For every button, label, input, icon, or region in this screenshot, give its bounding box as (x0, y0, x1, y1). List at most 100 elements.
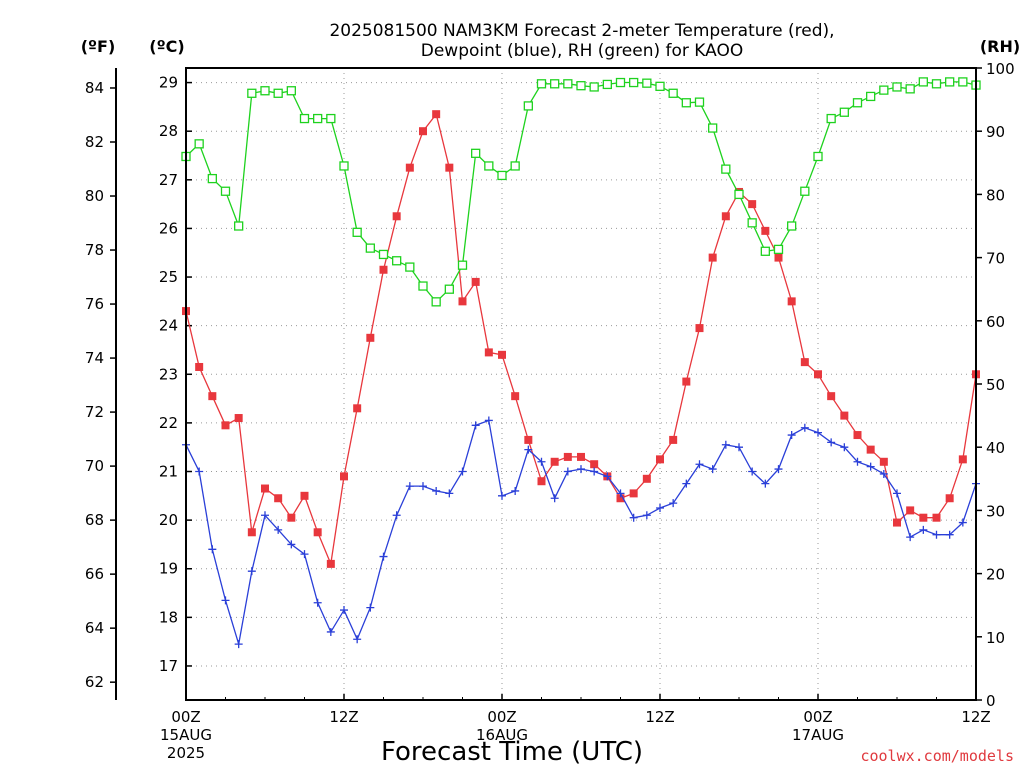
dewpoint-data-point (208, 545, 217, 554)
celsius-tick-label: 19 (159, 560, 178, 578)
dewpoint-data-point (524, 445, 533, 454)
temperature-data-point (511, 392, 520, 401)
rh-data-point (220, 186, 231, 196)
rh-data-point (787, 221, 797, 231)
temperature-data-point (827, 392, 836, 401)
celsius-unit-label: (ºC) (149, 37, 184, 56)
rh-data-point (247, 88, 257, 98)
temperature-data-point (906, 506, 915, 515)
temperature-data-point (405, 163, 414, 172)
x-tick-label: 00Z (803, 708, 832, 726)
fahrenheit-tick-label: 68 (85, 511, 104, 529)
dewpoint-data-point (919, 525, 928, 534)
rh-data-point (905, 84, 915, 94)
dewpoint-data-point (353, 635, 362, 644)
rh-tick-label: 60 (986, 313, 1005, 331)
dewpoint-data-point (340, 606, 348, 615)
dewpoint-data-point (419, 482, 427, 491)
rh-data-point (457, 260, 468, 270)
temperature-data-point (484, 348, 493, 357)
temperature-data-point (708, 253, 717, 262)
temperature-data-point (432, 110, 441, 119)
x-axis-label: Forecast Time (UTC) (381, 737, 643, 767)
celsius-tick-label: 25 (159, 268, 178, 286)
celsius-tick-label: 17 (159, 657, 178, 675)
dewpoint-data-point (748, 467, 757, 476)
dewpoint-data-point (445, 489, 454, 498)
x-tick-label: 15AUG (160, 726, 212, 744)
dewpoint-data-point (537, 457, 546, 466)
temperature-data-point (379, 265, 388, 274)
dewpoint-data-point (234, 640, 243, 649)
temperature-data-point (761, 226, 770, 235)
rh-data-point (273, 88, 283, 98)
rh-data-point (945, 77, 955, 87)
axes: 1718192021222324252627282900Z15AUG202512… (85, 60, 1015, 762)
celsius-tick-label: 27 (159, 171, 178, 189)
rh-tick-label: 90 (986, 123, 1005, 141)
rh-data-point (602, 79, 612, 90)
fahrenheit-tick-label: 70 (85, 457, 104, 475)
rh-data-point (615, 77, 626, 88)
rh-data-point (642, 78, 652, 88)
rh-data-point (365, 243, 375, 253)
rh-data-point (194, 139, 204, 149)
rh-data-point (655, 81, 665, 91)
rh-data-point (326, 113, 336, 124)
temperature-data-point (287, 513, 296, 522)
rh-data-point (352, 227, 362, 237)
rh-data-point (536, 79, 547, 89)
rh-data-point (497, 170, 507, 181)
rh-tick-label: 100 (986, 60, 1015, 78)
dewpoint-data-point (656, 503, 664, 512)
rh-data-point (484, 161, 494, 171)
temperature-data-point (577, 452, 585, 461)
dewpoint-data-point (261, 511, 269, 520)
rh-data-point (852, 98, 863, 108)
rh-tick-label: 10 (986, 629, 1005, 647)
dewpoint-data-point (853, 457, 862, 466)
temperature-data-point (313, 528, 322, 537)
fahrenheit-tick-label: 78 (85, 241, 104, 259)
celsius-tick-label: 20 (159, 511, 178, 529)
dewpoint-data-point (721, 440, 730, 449)
temperature-data-point (853, 431, 862, 440)
dewpoint-data-point (563, 467, 572, 476)
fahrenheit-tick-label: 62 (85, 673, 104, 691)
rh-data-point (813, 151, 823, 162)
rh-tick-label: 20 (986, 566, 1005, 584)
temperature-data-point (642, 474, 651, 483)
dewpoint-data-point (893, 489, 901, 498)
temperature-data-point (458, 297, 467, 306)
temperature-data-point (590, 460, 599, 469)
fahrenheit-tick-label: 76 (85, 295, 104, 313)
dewpoint-data-point (379, 552, 388, 561)
temperature-data-point (840, 411, 849, 420)
temperature-data-point (366, 333, 375, 342)
fahrenheit-tick-label: 66 (85, 565, 104, 583)
dewpoint-data-point (629, 513, 638, 522)
dewpoint-data-point (195, 467, 204, 476)
temperature-data-point (616, 494, 625, 503)
temperature-data-point (814, 370, 822, 379)
rh-data-point (918, 77, 928, 87)
rh-data-point (550, 79, 560, 89)
temperature-data-point (879, 457, 888, 466)
dewpoint-data-point (879, 469, 888, 478)
dewpoint-data-point (577, 465, 585, 474)
rh-data-point (694, 97, 705, 107)
rh-tick-label: 30 (986, 502, 1005, 520)
plot-frame (185, 67, 977, 701)
rh-tick-label: 50 (986, 376, 1005, 394)
celsius-tick-label: 29 (159, 74, 178, 92)
celsius-tick-label: 28 (159, 122, 178, 140)
dewpoint-data-point (761, 479, 770, 488)
temperature-data-point (234, 414, 243, 423)
dewpoint-data-point (814, 428, 822, 437)
temperature-data-point (919, 513, 928, 522)
rh-data-point (839, 107, 849, 117)
rh-tick-label: 70 (986, 250, 1005, 268)
dewpoint-data-point (958, 518, 967, 527)
data-series (181, 77, 981, 649)
